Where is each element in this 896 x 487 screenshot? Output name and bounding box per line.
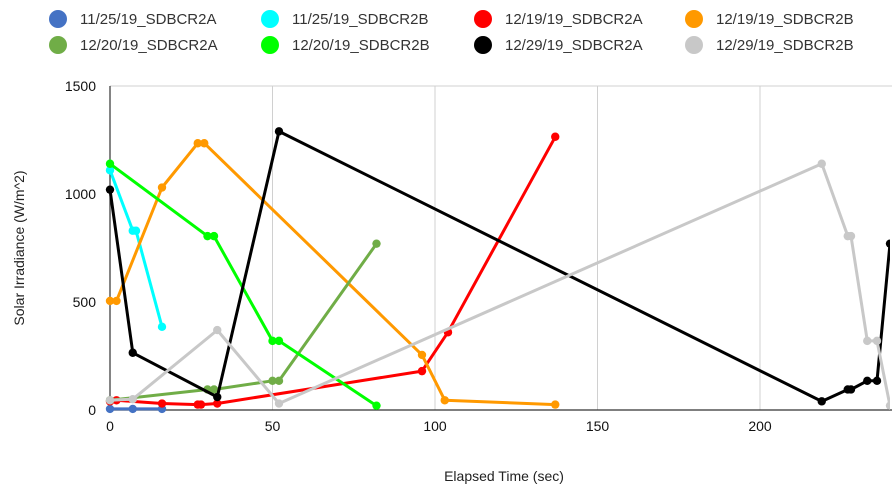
legend-label: 12/19/19_SDBCR2B xyxy=(716,11,854,28)
data-point xyxy=(274,336,284,346)
legend-item: 12/29/19_SDBCR2B xyxy=(685,36,854,54)
series-line xyxy=(110,141,556,407)
data-point xyxy=(112,296,121,306)
data-point xyxy=(817,397,826,406)
data-point xyxy=(372,239,381,248)
x-tick-label: 200 xyxy=(748,418,772,434)
data-point xyxy=(213,399,222,408)
data-point xyxy=(885,401,890,410)
legend-swatch xyxy=(49,10,67,28)
series-8 xyxy=(105,159,890,410)
data-point xyxy=(440,396,449,405)
tick-labels: 0 50 100 150 200 0 500 1000 1500 xyxy=(65,78,772,434)
data-point xyxy=(551,400,560,409)
series-line xyxy=(109,162,890,406)
data-point xyxy=(846,385,856,394)
legend-item: 12/20/19_SDBCR2B xyxy=(261,36,430,54)
series-2 xyxy=(105,166,167,332)
legend-swatch xyxy=(685,36,703,54)
data-point xyxy=(817,159,826,168)
series-line xyxy=(109,242,378,402)
data-point xyxy=(157,183,167,192)
legend: 11/25/19_SDBCR2A 11/25/19_SDBCR2B 12/19/19… xyxy=(49,10,854,54)
legend-swatch xyxy=(474,36,492,54)
data-point xyxy=(209,231,219,241)
data-point xyxy=(268,376,277,386)
data-point xyxy=(846,231,856,241)
data-point xyxy=(372,401,381,410)
legend-item: 11/25/19_SDBCR2B xyxy=(261,10,428,28)
y-tick-label: 500 xyxy=(73,294,97,310)
y-tick-label: 0 xyxy=(88,402,96,418)
data-point xyxy=(105,159,115,168)
data-point xyxy=(268,336,277,346)
series-1 xyxy=(105,404,167,414)
data-point xyxy=(105,396,115,405)
series-layer xyxy=(105,127,890,414)
x-tick-label: 150 xyxy=(586,418,610,434)
data-point xyxy=(274,127,284,136)
x-tick-label: 100 xyxy=(423,418,447,434)
legend-item: 12/19/19_SDBCR2A xyxy=(474,10,643,28)
data-point xyxy=(128,348,137,357)
data-point xyxy=(274,399,284,408)
data-point xyxy=(128,404,137,414)
grid xyxy=(110,85,892,410)
data-point xyxy=(274,376,284,386)
legend-label: 11/25/19_SDBCR2B xyxy=(292,11,428,28)
legend-item: 11/25/19_SDBCR2A xyxy=(49,10,216,28)
legend-item: 12/19/19_SDBCR2B xyxy=(685,10,854,28)
data-point xyxy=(131,226,141,235)
legend-label: 12/29/19_SDBCR2B xyxy=(716,37,854,54)
data-point xyxy=(105,166,115,175)
data-point xyxy=(885,239,890,248)
data-point xyxy=(105,185,115,194)
y-tick-label: 1500 xyxy=(65,78,96,94)
legend-swatch xyxy=(49,36,67,54)
x-tick-label: 0 xyxy=(106,418,114,434)
data-point xyxy=(157,399,167,408)
series-4 xyxy=(105,139,560,409)
legend-label: 11/25/19_SDBCR2A xyxy=(80,11,216,28)
legend-item: 12/20/19_SDBCR2A xyxy=(49,36,218,54)
legend-label: 12/19/19_SDBCR2A xyxy=(505,11,643,28)
axes xyxy=(109,86,892,411)
data-point xyxy=(200,139,209,148)
data-point xyxy=(193,139,202,148)
data-point xyxy=(105,296,115,306)
legend-swatch xyxy=(261,36,279,54)
legend-item: 12/29/19_SDBCR2A xyxy=(474,36,643,54)
series-line xyxy=(108,129,890,403)
y-axis-title: Solar Irradiance (W/m^2) xyxy=(11,170,27,325)
x-axis-title: Elapsed Time (sec) xyxy=(444,468,564,484)
data-point xyxy=(128,395,137,404)
x-tick-label: 50 xyxy=(265,418,281,434)
legend-swatch xyxy=(261,10,279,28)
data-point xyxy=(872,336,882,346)
data-point xyxy=(551,132,560,141)
data-point xyxy=(863,376,872,386)
data-point xyxy=(417,366,427,376)
data-point xyxy=(203,231,212,241)
data-point xyxy=(196,400,206,409)
legend-label: 12/20/19_SDBCR2A xyxy=(80,37,218,54)
data-point xyxy=(417,350,427,360)
legend-swatch xyxy=(685,10,703,28)
data-point xyxy=(157,322,167,332)
y-tick-label: 1000 xyxy=(65,186,96,202)
data-point xyxy=(213,392,222,402)
legend-swatch xyxy=(474,10,492,28)
legend-label: 12/20/19_SDBCR2B xyxy=(292,37,430,54)
legend-label: 12/29/19_SDBCR2A xyxy=(505,37,643,54)
series-7 xyxy=(105,127,890,406)
data-point xyxy=(213,325,222,335)
data-point xyxy=(105,404,115,414)
data-point xyxy=(863,336,872,346)
data-point xyxy=(209,385,219,394)
data-point xyxy=(872,376,882,386)
